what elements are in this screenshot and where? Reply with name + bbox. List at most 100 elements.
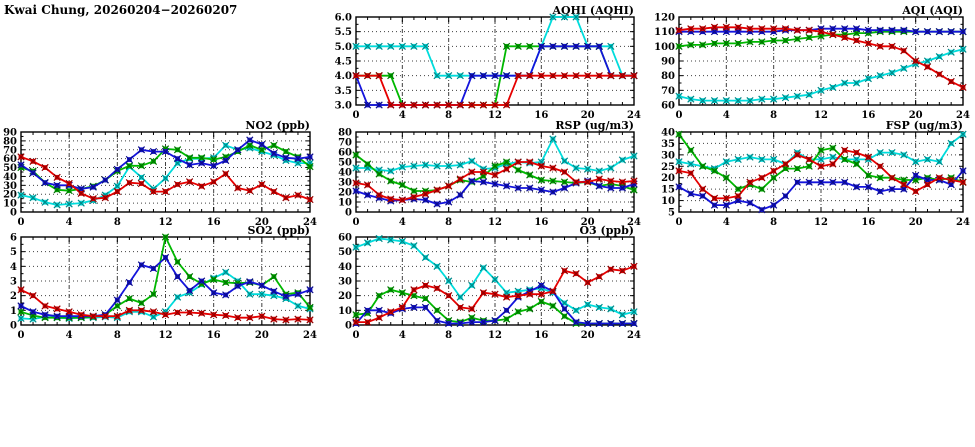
marker-cross	[526, 290, 534, 298]
marker-cross	[352, 311, 360, 319]
marker-cross	[161, 233, 170, 241]
so2-xtick-label: 20	[255, 330, 269, 341]
marker-cross	[456, 72, 464, 80]
marker-cross	[537, 281, 545, 290]
marker-cross	[699, 25, 707, 33]
fsp-xtick-label: 0	[676, 217, 683, 228]
marker-cross	[198, 182, 206, 190]
marker-cross	[258, 140, 266, 149]
marker-cross	[352, 318, 360, 326]
o3-ytick-label: 10	[338, 306, 352, 317]
marker-cross	[433, 200, 441, 208]
marker-cross	[912, 187, 920, 196]
marker-cross	[491, 275, 499, 284]
marker-cross	[876, 187, 884, 196]
marker-cross	[595, 175, 603, 183]
marker-cross	[560, 312, 569, 320]
marker-cross	[387, 167, 395, 175]
marker-cross	[185, 272, 194, 281]
marker-cross	[17, 191, 25, 199]
marker-cross	[699, 192, 707, 200]
marker-cross	[491, 180, 499, 188]
marker-cross	[222, 268, 230, 276]
marker-cross	[549, 164, 557, 172]
so2-xtick-label: 12	[159, 330, 173, 341]
no2-ytick-label: 80	[3, 136, 17, 147]
marker-cross	[198, 277, 206, 285]
marker-cross	[549, 177, 557, 185]
marker-cross	[479, 178, 488, 186]
aqi-xtick-label: 16	[861, 110, 875, 121]
marker-cross	[549, 188, 557, 196]
marker-cross	[387, 101, 395, 109]
aqhi-title: AQHI (AQHI)	[551, 4, 634, 17]
marker-cross	[77, 311, 85, 319]
marker-cross	[734, 39, 742, 48]
marker-cross	[560, 168, 569, 176]
no2-grid	[21, 132, 310, 212]
marker-cross	[710, 167, 719, 175]
rsp-ytick-label: 80	[338, 128, 352, 139]
aqi-ytick-label: 100	[654, 42, 675, 53]
marker-cross	[89, 195, 97, 203]
marker-cross	[149, 187, 158, 196]
marker-cross	[852, 148, 861, 157]
marker-cross	[817, 155, 825, 164]
marker-cross	[185, 308, 194, 317]
marker-cross	[468, 281, 476, 290]
aqhi-xtick-label: 8	[445, 110, 452, 121]
marker-cross	[607, 164, 615, 172]
marker-cross	[817, 28, 825, 36]
marker-cross	[149, 308, 158, 316]
aqi-ytick-label: 110	[654, 27, 675, 38]
rsp-xtick-label: 20	[581, 217, 595, 228]
marker-cross	[526, 42, 534, 50]
marker-cross	[282, 316, 290, 324]
marker-cross	[282, 154, 290, 162]
marker-cross	[125, 294, 133, 303]
aqi-xtick-label: 4	[723, 110, 730, 121]
marker-cross	[526, 184, 534, 192]
marker-cross	[282, 194, 290, 202]
marker-cross	[722, 39, 730, 48]
no2-ytick-label: 60	[3, 154, 17, 165]
marker-cross	[770, 25, 778, 33]
no2-title: NO2 (ppb)	[245, 119, 310, 132]
marker-cross	[595, 167, 603, 175]
marker-cross	[770, 201, 778, 209]
marker-cross	[793, 178, 801, 186]
so2-ytick-label: 4	[10, 262, 17, 273]
marker-cross	[222, 278, 230, 287]
marker-cross	[17, 302, 25, 310]
fsp-xtick-label: 16	[861, 217, 875, 228]
marker-cross	[375, 306, 383, 314]
marker-cross	[468, 318, 476, 326]
marker-cross	[29, 292, 37, 300]
so2-xtick-label: 4	[66, 330, 73, 341]
aqi-series-day-cyan	[675, 45, 967, 105]
rsp-xtick-label: 12	[488, 217, 502, 228]
marker-cross	[572, 164, 580, 172]
fsp-xtick-label: 8	[770, 217, 777, 228]
marker-cross	[687, 190, 695, 198]
marker-cross	[410, 286, 418, 294]
marker-cross	[923, 180, 932, 189]
marker-cross	[864, 153, 872, 161]
marker-cross	[234, 146, 242, 154]
o3-xtick-label: 20	[581, 330, 595, 341]
aqhi-xtick-label: 16	[534, 110, 548, 121]
marker-cross	[876, 26, 884, 34]
rsp-xtick-label: 16	[534, 217, 548, 228]
so2-ytick-label: 6	[10, 233, 17, 244]
no2-xtick-label: 8	[114, 217, 121, 228]
marker-cross	[398, 196, 406, 204]
marker-cross	[781, 36, 790, 45]
marker-cross	[805, 178, 813, 186]
marker-cross	[137, 306, 146, 314]
marker-cross	[502, 165, 511, 173]
o3-xtick-label: 0	[353, 330, 360, 341]
aqhi-series-day-red	[352, 72, 638, 109]
marker-cross	[537, 297, 545, 306]
marker-cross	[746, 38, 754, 46]
marker-cross	[363, 72, 372, 80]
